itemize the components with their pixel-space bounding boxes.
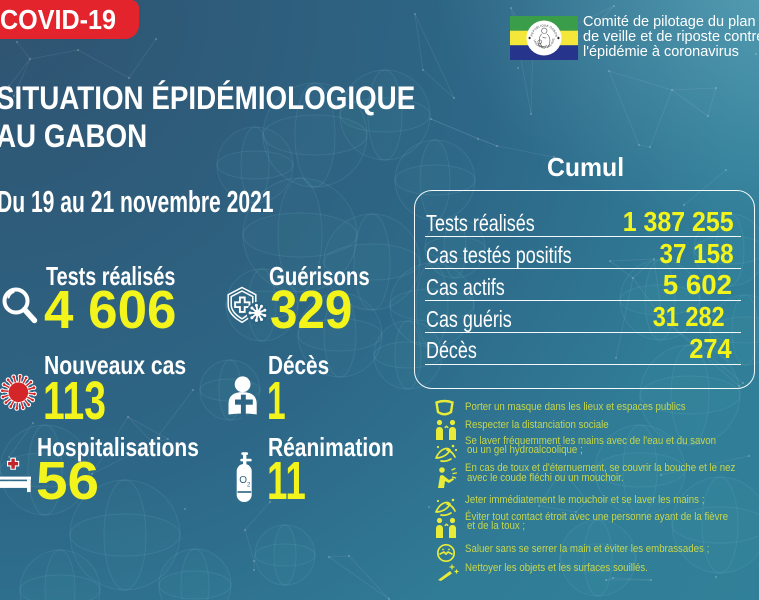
svg-text:O: O — [239, 475, 247, 486]
svg-text:2: 2 — [247, 483, 251, 489]
